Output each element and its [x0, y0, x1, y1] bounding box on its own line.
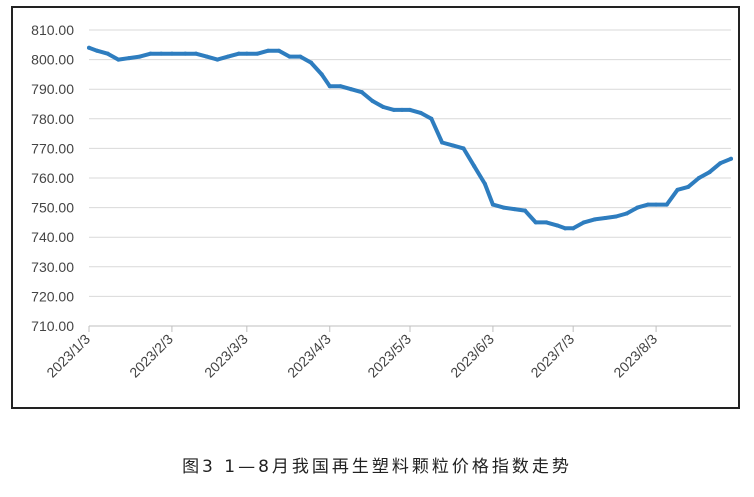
- x-tick-label: 2023/7/3: [527, 331, 577, 381]
- data-point: [563, 226, 568, 231]
- data-point: [729, 156, 733, 161]
- data-point: [370, 99, 375, 104]
- data-point: [204, 54, 209, 59]
- data-point: [276, 48, 281, 53]
- x-tick-label: 2023/5/3: [364, 331, 414, 381]
- data-point: [635, 205, 640, 210]
- x-tick-label: 2023/3/3: [201, 331, 251, 381]
- data-point: [391, 107, 396, 112]
- data-point: [501, 205, 506, 210]
- gridlines: [89, 29, 731, 327]
- data-point: [664, 202, 669, 207]
- figure-caption: 图3 1—8月我国再生塑料颗粒价格指数走势: [182, 457, 572, 477]
- data-point: [255, 51, 260, 56]
- data-point: [127, 56, 132, 61]
- x-tick-label: 2023/1/3: [43, 331, 93, 381]
- data-point: [533, 220, 538, 225]
- y-tick-label: 710.00: [31, 318, 74, 334]
- data-point: [418, 110, 423, 115]
- data-point: [523, 208, 528, 213]
- y-tick-label: 810.00: [31, 22, 74, 38]
- data-point: [707, 170, 712, 175]
- data-point: [555, 223, 560, 228]
- series-line: [87, 45, 733, 231]
- data-point: [226, 54, 231, 59]
- data-point: [116, 57, 121, 62]
- data-point: [287, 54, 292, 59]
- data-point: [461, 146, 466, 151]
- data-point: [696, 176, 701, 180]
- data-point: [571, 226, 576, 231]
- data-point: [603, 215, 608, 220]
- data-point: [482, 181, 487, 186]
- price-index-line-chart: 810.00 800.00 790.00 780.00 770.00 760.00 750.…: [31, 22, 733, 381]
- y-tick-label: 770.00: [31, 140, 74, 156]
- data-point: [349, 87, 354, 92]
- data-point: [472, 164, 477, 169]
- data-point: [266, 48, 271, 53]
- x-axis: [88, 325, 731, 332]
- data-point: [105, 51, 110, 56]
- data-point: [613, 214, 618, 219]
- chart-frame: 810.00 800.00 790.00 780.00 770.00 760.00 750.…: [11, 6, 740, 409]
- x-tick-label: 2023/4/3: [284, 331, 334, 381]
- data-point: [194, 51, 198, 56]
- data-point: [646, 202, 651, 207]
- data-point: [159, 51, 164, 56]
- data-point: [327, 84, 332, 89]
- data-point: [429, 116, 434, 121]
- data-point: [490, 202, 495, 207]
- data-point: [686, 184, 691, 189]
- data-point: [148, 51, 153, 56]
- y-tick-label: 740.00: [31, 229, 74, 245]
- x-axis-tick-labels: 2023/1/3 2023/2/3 2023/3/3 2023/4/3 2023/5/3…: [43, 331, 660, 381]
- data-point: [87, 45, 91, 50]
- data-point: [624, 211, 629, 216]
- y-axis-tick-labels: 810.00 800.00 790.00 780.00 770.00 760.00 750.…: [31, 22, 74, 334]
- data-point: [359, 90, 364, 95]
- x-tick-label: 2023/6/3: [447, 331, 497, 381]
- data-point: [244, 51, 249, 56]
- x-tick-label: 2023/8/3: [610, 331, 660, 381]
- data-point: [137, 54, 142, 59]
- y-tick-label: 790.00: [31, 81, 74, 97]
- data-point: [319, 72, 324, 77]
- data-point: [440, 140, 445, 145]
- data-point: [381, 104, 386, 109]
- data-point: [399, 107, 404, 112]
- data-point: [338, 84, 343, 89]
- data-point: [169, 51, 174, 56]
- data-point: [654, 202, 659, 207]
- data-point: [309, 60, 314, 65]
- y-tick-label: 730.00: [31, 259, 74, 275]
- data-point: [450, 143, 455, 148]
- y-tick-label: 750.00: [31, 200, 74, 216]
- data-point: [675, 187, 680, 192]
- data-point: [183, 51, 188, 56]
- y-tick-label: 720.00: [31, 288, 74, 304]
- data-point: [512, 207, 517, 212]
- y-tick-label: 780.00: [31, 111, 74, 127]
- data-point: [408, 107, 412, 112]
- data-point: [718, 161, 723, 166]
- y-tick-label: 760.00: [31, 170, 74, 186]
- series-layer: [87, 45, 733, 231]
- data-point: [581, 220, 586, 225]
- data-point: [215, 57, 220, 62]
- data-point: [544, 220, 549, 225]
- x-tick-label: 2023/2/3: [126, 331, 176, 381]
- data-point: [236, 51, 241, 56]
- data-point: [95, 48, 100, 53]
- data-point: [592, 217, 597, 222]
- y-tick-label: 800.00: [31, 52, 74, 68]
- data-point: [298, 54, 303, 59]
